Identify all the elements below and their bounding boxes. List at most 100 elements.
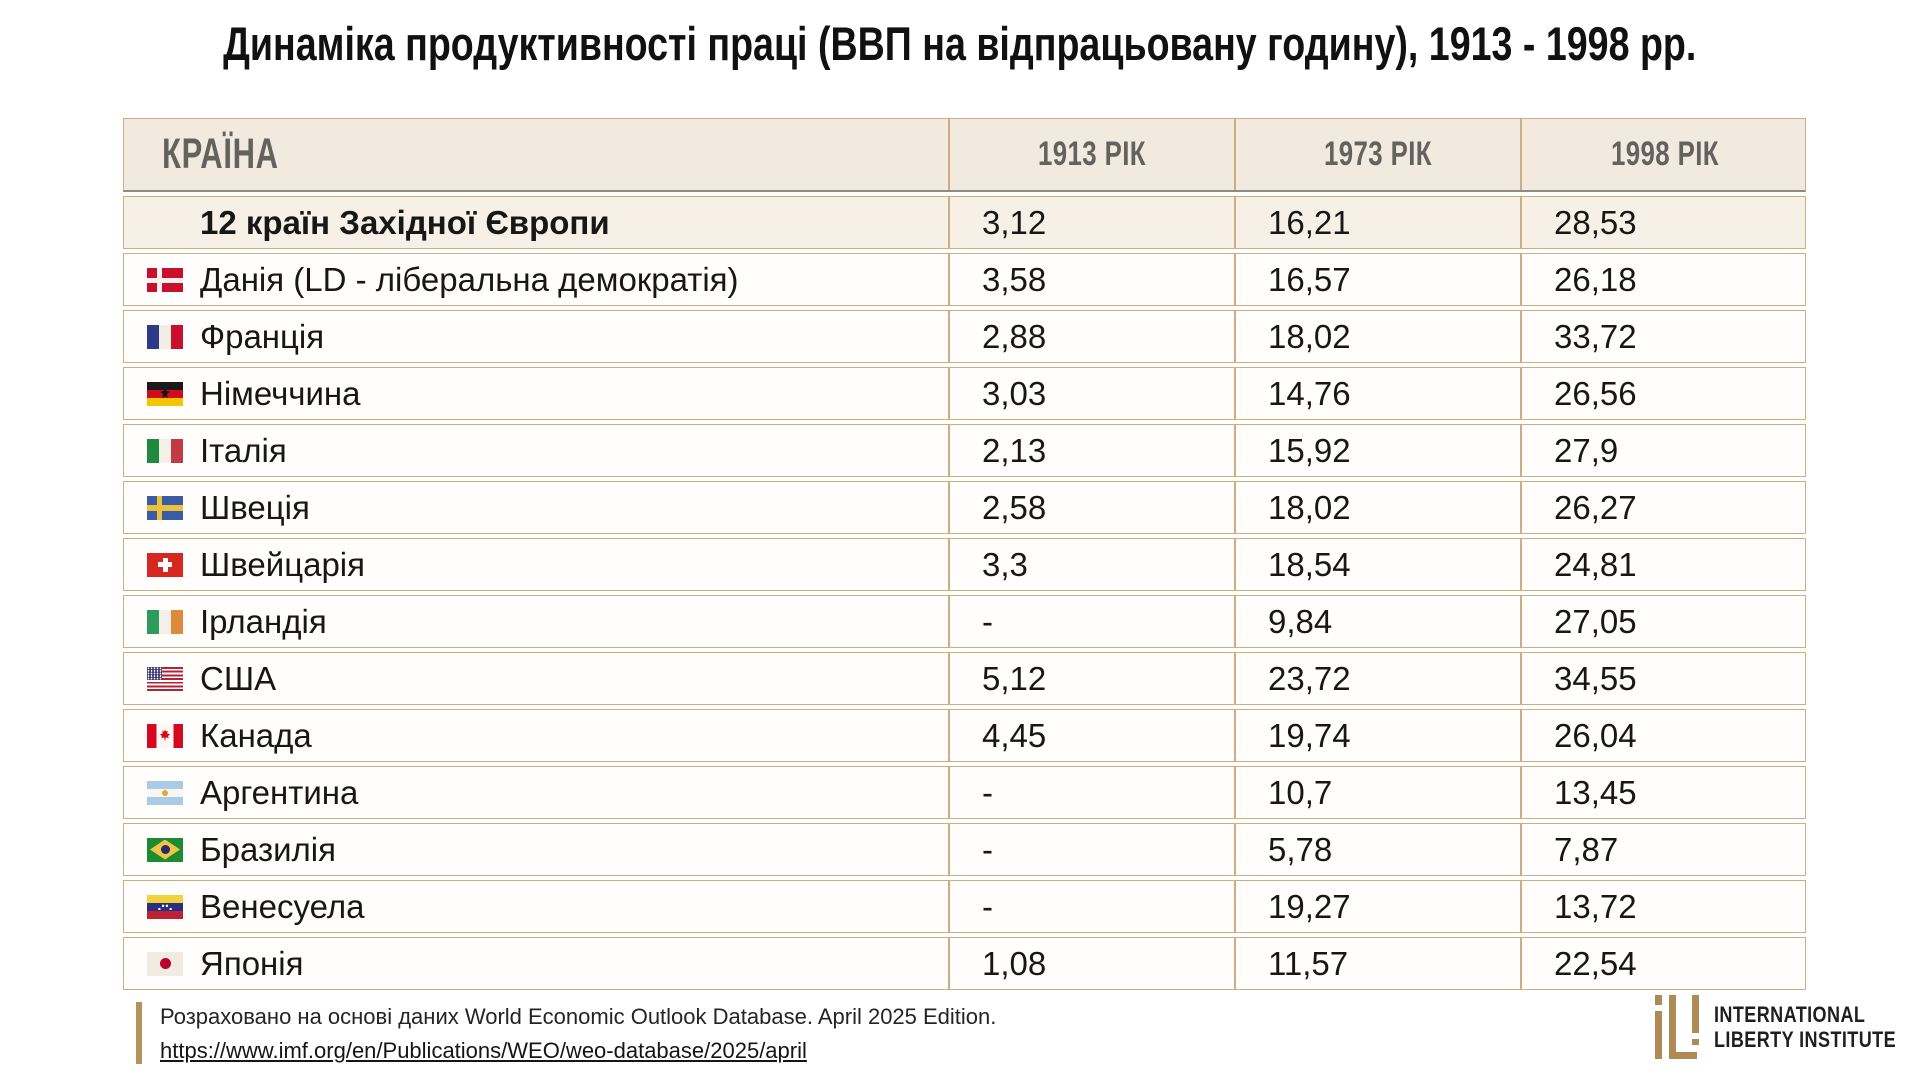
value-1998: 26,04 [1520,710,1807,761]
denmark-flag-icon [147,267,183,292]
country-label: Ірландія [200,602,327,640]
country-cell: Данія (LD - ліберальна демократія) [124,254,948,305]
value-1998: 28,53 [1520,197,1807,248]
value-1913: - [948,596,1234,647]
table-row: США 5,12 23,72 34,55 [123,652,1806,705]
country-label: Канада [200,716,312,754]
table-row: Данія (LD - ліберальна демократія) 3,58 … [123,253,1806,306]
italy-flag-icon [147,438,183,463]
value-1973: 5,78 [1234,824,1520,875]
country-cell: 12 країн Західної Європи [124,197,948,248]
logo-line2: LIBERTY INSTITUTE [1714,1027,1897,1052]
value-1913: 2,88 [948,311,1234,362]
value-1973: 14,76 [1234,368,1520,419]
switzerland-flag-icon [147,552,183,577]
value-1973: 23,72 [1234,653,1520,704]
table-row: Японія 1,08 11,57 22,54 [123,937,1806,990]
country-label: Венесуела [200,887,365,925]
source-link[interactable]: https://www.imf.org/en/Publications/WEO/… [160,1038,807,1063]
value-1998: 26,56 [1520,368,1807,419]
france-flag-icon [147,324,183,349]
usa-flag-icon [147,666,183,691]
country-label: Німеччина [200,374,361,412]
value-1973: 16,21 [1234,197,1520,248]
country-label: Франція [200,317,325,355]
table-row: 12 країн Західної Європи 3,12 16,21 28,5… [123,196,1806,249]
value-1913: 3,12 [948,197,1234,248]
japan-flag-icon [147,951,183,976]
table-row: Швейцарія 3,3 18,54 24,81 [123,538,1806,591]
country-label: Аргентина [200,773,359,811]
value-1998: 7,87 [1520,824,1807,875]
source-note: Розраховано на основі даних World Econom… [136,1002,996,1066]
table-row: Венесуела - 19,27 13,72 [123,880,1806,933]
ili-monogram-icon [1655,995,1699,1059]
value-1913: - [948,767,1234,818]
canada-flag-icon [147,723,183,748]
value-1973: 9,84 [1234,596,1520,647]
value-1913: 3,58 [948,254,1234,305]
ili-logo: INTERNATIONAL LIBERTY INSTITUTE [1655,995,1920,1059]
country-label: Швейцарія [200,545,365,583]
value-1973: 15,92 [1234,425,1520,476]
value-1998: 27,9 [1520,425,1807,476]
table-row: Бразилія - 5,78 7,87 [123,823,1806,876]
accent-bar [136,1002,142,1064]
value-1913: 1,08 [948,938,1234,989]
table-row: Швеція 2,58 18,02 26,27 [123,481,1806,534]
country-cell: Канада [124,710,948,761]
country-cell: Японія [124,938,948,989]
country-cell: США [124,653,948,704]
value-1998: 34,55 [1520,653,1807,704]
country-cell: Німеччина [124,368,948,419]
value-1973: 10,7 [1234,767,1520,818]
value-1913: 3,03 [948,368,1234,419]
brazil-flag-icon [147,837,183,862]
value-1913: 4,45 [948,710,1234,761]
value-1973: 19,74 [1234,710,1520,761]
table-row: Франція 2,88 18,02 33,72 [123,310,1806,363]
country-label: Італія [200,431,287,469]
table-body: 12 країн Західної Європи 3,12 16,21 28,5… [123,196,1806,990]
header-country: КРАЇНА [162,130,279,178]
value-1998: 26,18 [1520,254,1807,305]
header-1998: 1998 РІК [1520,119,1807,190]
value-1973: 18,02 [1234,482,1520,533]
table-row: Німеччина 3,03 14,76 26,56 [123,367,1806,420]
value-1973: 11,57 [1234,938,1520,989]
value-1998: 13,72 [1520,881,1807,932]
value-1998: 22,54 [1520,938,1807,989]
page-title: Динаміка продуктивності праці (ВВП на ві… [0,16,1920,71]
country-cell: Венесуела [124,881,948,932]
productivity-table: КРАЇНА 1913 РІК 1973 РІК 1998 РІК 12 кра… [123,118,1806,990]
country-cell: Швейцарія [124,539,948,590]
country-label: Данія (LD - ліберальна демократія) [200,260,739,298]
country-cell: Ірландія [124,596,948,647]
value-1998: 26,27 [1520,482,1807,533]
argentina-flag-icon [147,780,183,805]
country-cell: Швеція [124,482,948,533]
value-1973: 18,54 [1234,539,1520,590]
germany-flag-icon [147,381,183,406]
country-label: 12 країн Західної Європи [200,203,610,241]
value-1913: - [948,881,1234,932]
value-1973: 18,02 [1234,311,1520,362]
table-row: Аргентина - 10,7 13,45 [123,766,1806,819]
country-label: США [200,659,277,697]
table-header-row: КРАЇНА 1913 РІК 1973 РІК 1998 РІК [123,118,1806,192]
country-label: Швеція [200,488,310,526]
table-row: Канада 4,45 19,74 26,04 [123,709,1806,762]
country-cell: Аргентина [124,767,948,818]
source-text: Розраховано на основі даних World Econom… [160,1004,997,1029]
value-1913: - [948,824,1234,875]
value-1913: 5,12 [948,653,1234,704]
logo-line1: INTERNATIONAL [1714,1002,1866,1027]
title-text: Динаміка продуктивності праці (ВВП на ві… [223,17,1697,70]
table-row: Італія 2,13 15,92 27,9 [123,424,1806,477]
header-1973: 1973 РІК [1234,119,1520,190]
value-1913: 2,13 [948,425,1234,476]
sweden-flag-icon [147,495,183,520]
value-1973: 16,57 [1234,254,1520,305]
country-cell: Бразилія [124,824,948,875]
value-1998: 13,45 [1520,767,1807,818]
